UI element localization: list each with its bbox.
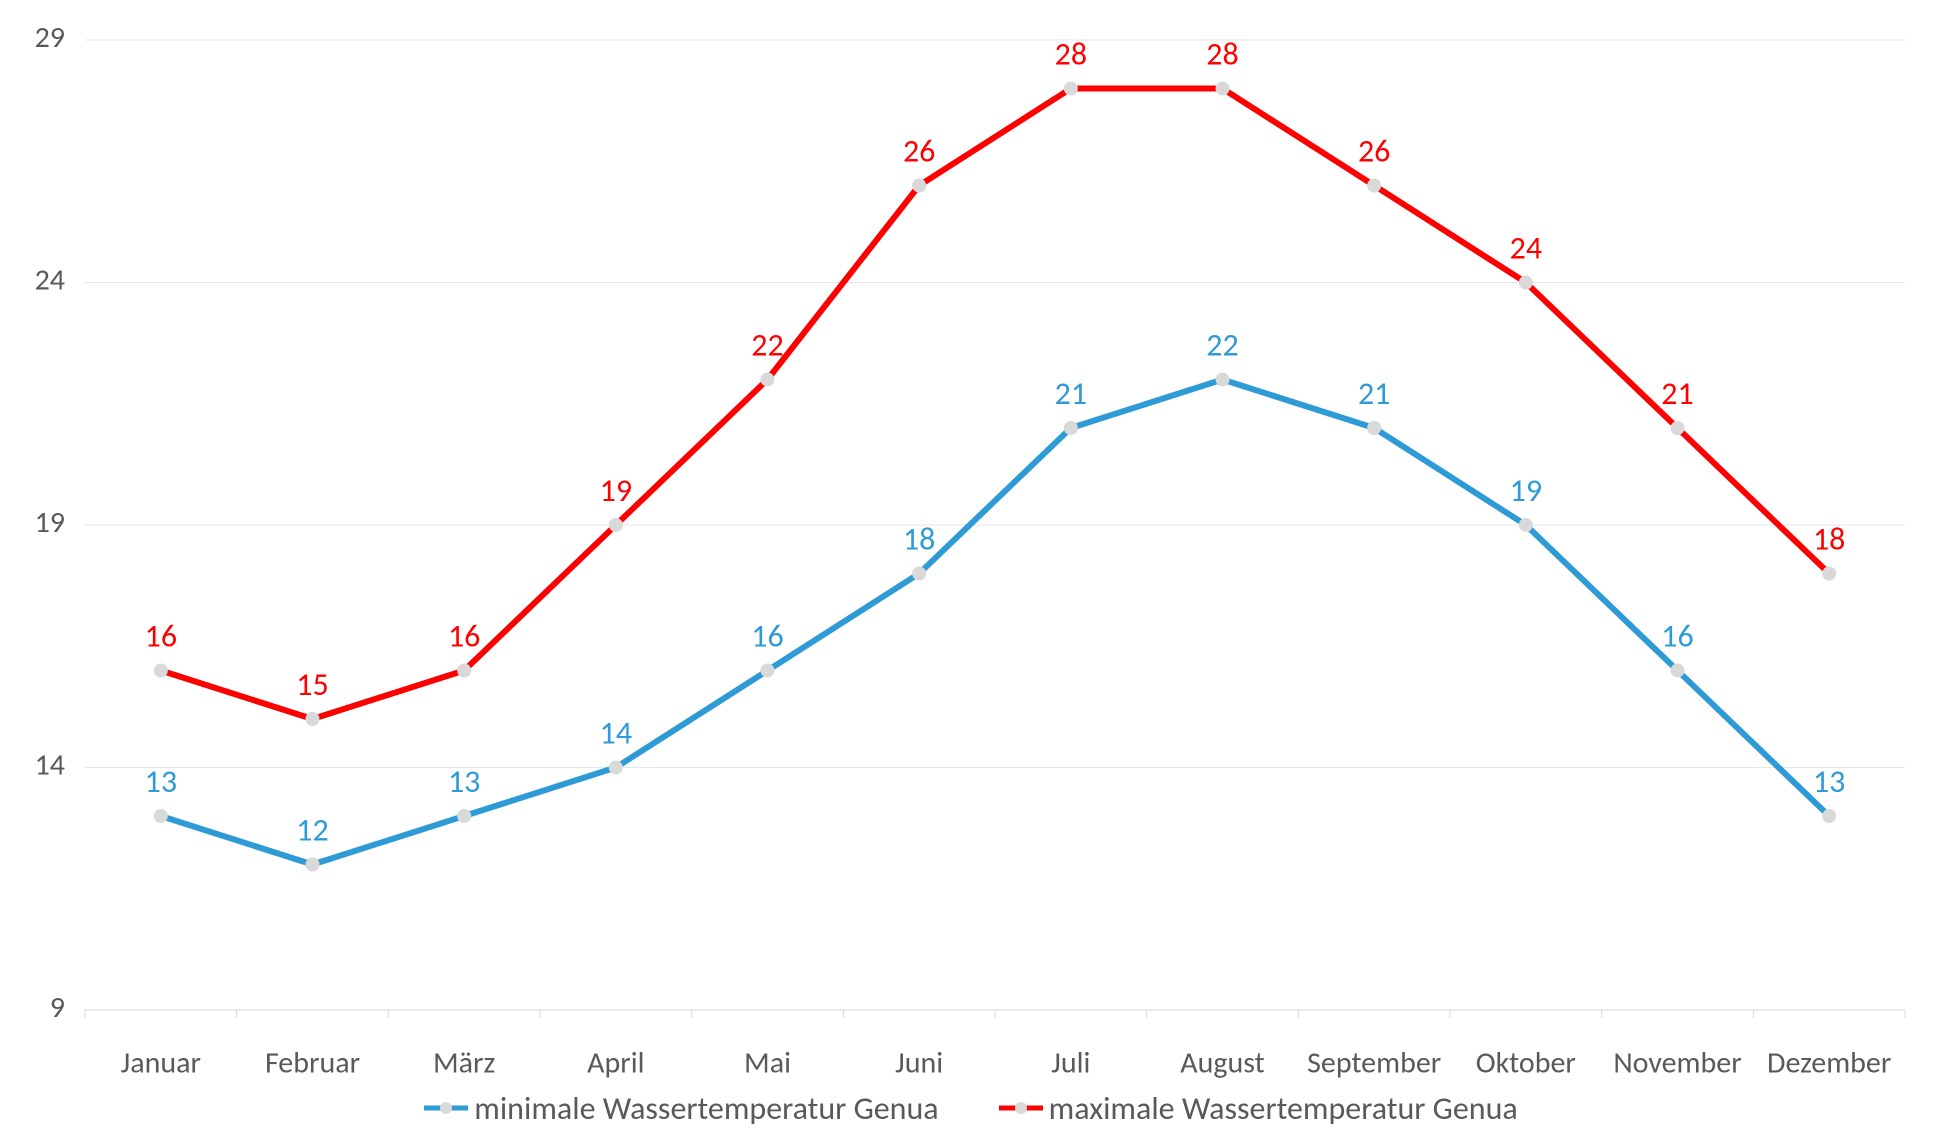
x-tick-label: Mai [744,1044,791,1081]
series-marker-min [609,761,623,775]
data-label-min: 21 [1358,374,1390,413]
data-label-max: 26 [903,132,935,171]
series-marker-max [1367,179,1381,193]
data-label-min: 18 [903,520,935,559]
y-tick-label: 24 [35,262,65,299]
data-label-min: 13 [448,762,480,801]
series-marker-min [1519,518,1533,532]
data-label-min: 13 [1813,762,1845,801]
series-marker-min [154,809,168,823]
series-marker-max [1519,276,1533,290]
series-marker-max [1671,421,1685,435]
x-tick-label: August [1180,1044,1264,1081]
data-label-max: 28 [1055,35,1087,74]
data-label-max: 26 [1358,132,1390,171]
gridlines [85,40,1905,1010]
series-marker-max [154,664,168,678]
y-tick-label: 9 [50,989,65,1026]
x-tick-label: September [1307,1044,1441,1081]
series-marker-max [457,664,471,678]
data-label-max: 22 [751,326,783,365]
data-label-max: 19 [600,471,632,510]
x-axis-labels: Januar Februar März April Mai Juni Juli August S… [121,1044,1892,1081]
series-marker-min [1367,421,1381,435]
legend-item-min: minimale Wassertemperatur Genua [424,1089,938,1128]
series-marker-max [609,518,623,532]
data-label-min: 14 [600,714,632,753]
series-marker-max [1822,567,1836,581]
data-label-max: 16 [448,617,480,656]
series-marker-max [1216,82,1230,96]
legend-label-max: maximale Wassertemperatur Genua [1049,1089,1518,1128]
series-marker-max [306,712,320,726]
x-tick-label: April [587,1044,644,1081]
y-tick-label: 14 [35,747,65,784]
series-line-min [161,380,1829,865]
data-label-min: 22 [1206,326,1238,365]
series-marker-min [457,809,471,823]
legend-label-min: minimale Wassertemperatur Genua [474,1089,938,1128]
x-tick-label: Oktober [1476,1044,1576,1081]
series-marker-min [761,664,775,678]
data-label-max: 21 [1661,374,1693,413]
x-tick-label: Januar [121,1044,201,1081]
data-label-max: 15 [296,665,328,704]
series-marker-min [1216,373,1230,387]
series-marker-min [912,567,926,581]
series-marker-max [912,179,926,193]
x-tick-label: Juli [1051,1044,1090,1081]
legend-item-max: maximale Wassertemperatur Genua [999,1089,1518,1128]
x-tick-label: Juni [895,1044,943,1081]
x-tick-label: Dezember [1767,1044,1891,1081]
x-tick-label: März [433,1044,495,1081]
data-label-max: 16 [145,617,177,656]
series-marker-min [1671,664,1685,678]
data-label-min: 21 [1055,374,1087,413]
series-marker-max [1064,82,1078,96]
y-axis-labels: 9 14 19 24 29 [35,19,65,1026]
data-label-min: 19 [1510,471,1542,510]
data-label-min: 12 [296,811,328,850]
data-label-min: 16 [751,617,783,656]
chart-legend: minimale Wassertemperatur Genua maximale … [0,1078,1942,1128]
x-tick-label: Februar [265,1044,360,1081]
chart-svg: 9 14 19 24 29 Januar Februar März April Mai Juni Ju… [0,0,1942,1131]
series-marker-min [1064,421,1078,435]
series-marker-min [1822,809,1836,823]
data-label-min: 16 [1661,617,1693,656]
data-label-max: 24 [1510,229,1542,268]
series-line-max [161,89,1829,720]
y-tick-label: 29 [35,19,65,56]
data-label-max: 18 [1813,520,1845,559]
water-temperature-chart: 9 14 19 24 29 Januar Februar März April Mai Juni Ju… [0,0,1942,1131]
data-label-max: 28 [1206,35,1238,74]
series-marker-max [761,373,775,387]
data-label-min: 13 [145,762,177,801]
series-marker-min [306,858,320,872]
x-tick-label: November [1613,1044,1741,1081]
y-tick-label: 19 [35,504,65,541]
